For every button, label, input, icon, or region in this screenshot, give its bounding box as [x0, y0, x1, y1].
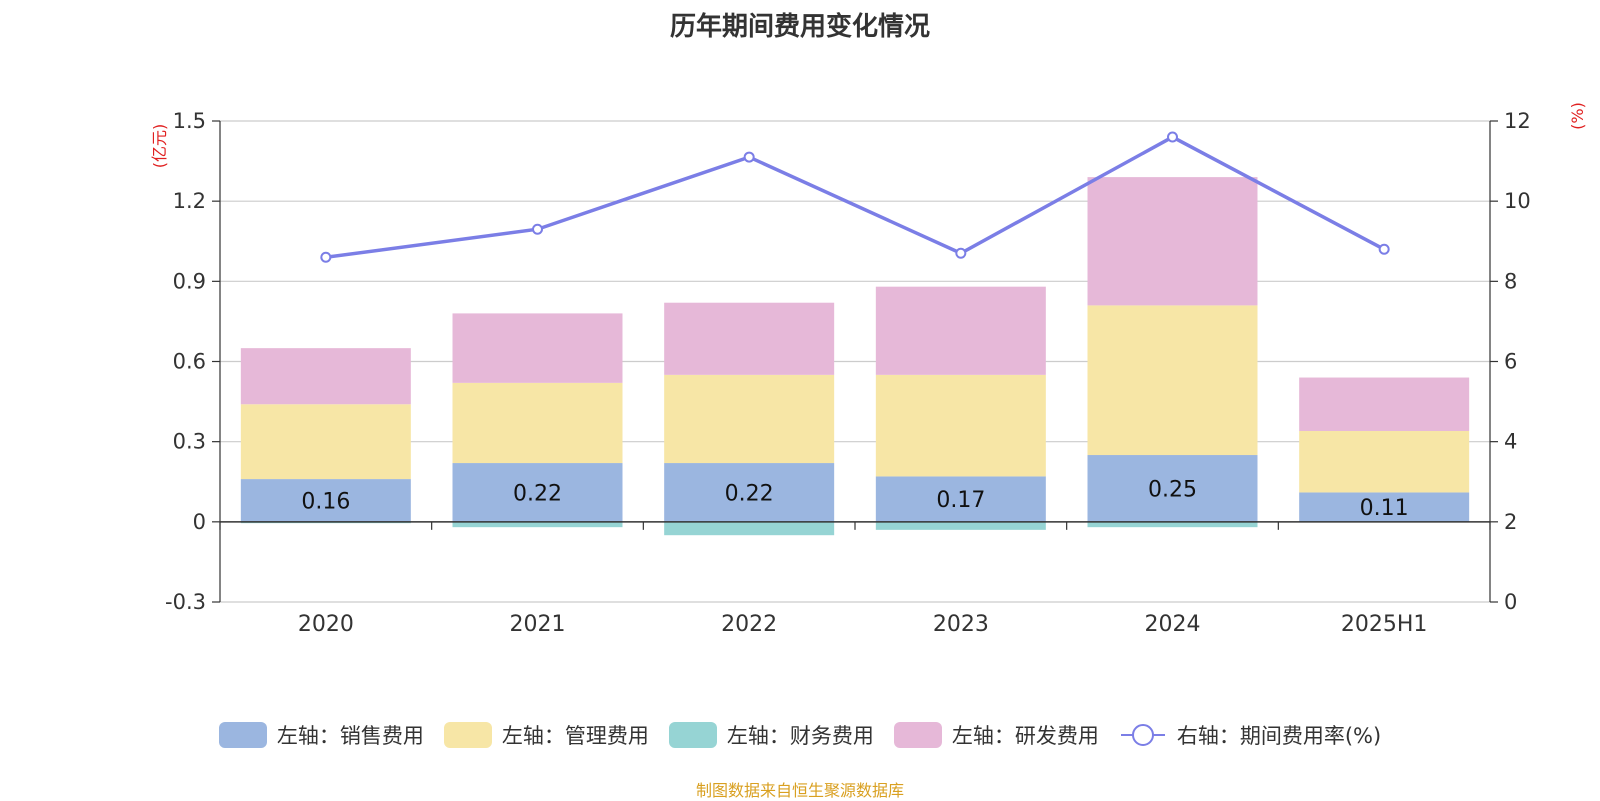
legend-swatch — [443, 722, 492, 748]
bar-segment — [664, 521, 835, 536]
right-axis-unit-label: (%) — [1568, 102, 1587, 130]
bar-segment — [875, 286, 1046, 375]
legend-line-circle-icon — [1120, 724, 1165, 746]
rate-point — [955, 247, 967, 259]
left-axis-tick-label: 1.5 — [173, 109, 206, 133]
x-axis-tick-label: 2020 — [298, 612, 354, 637]
legend-item[interactable]: 左轴：研发费用 — [893, 720, 1099, 750]
rate-point — [743, 151, 755, 163]
rate-line — [325, 135, 1385, 260]
bar-segment — [240, 404, 411, 480]
data-label: 0.17 — [936, 488, 985, 513]
x-axis-tick-label: 2024 — [1145, 612, 1201, 637]
left-axis-tick-label: 0.6 — [173, 350, 206, 374]
bar-segment — [452, 313, 623, 383]
bar-segment — [1299, 492, 1470, 522]
left-axis-tick-label: 0 — [193, 510, 206, 534]
bar-segment — [1087, 455, 1258, 522]
rate-point — [532, 223, 543, 235]
left-axis-tick-label: 0.3 — [173, 430, 206, 454]
bar-segment — [1087, 305, 1258, 456]
source-note: 制图数据来自恒生聚源数据库 — [695, 781, 904, 800]
rate-point — [1167, 131, 1178, 143]
bar-segment — [240, 348, 411, 405]
bar-segment — [664, 374, 835, 464]
left-axis-tick-label: 0.9 — [173, 269, 206, 293]
right-axis-tick-label: 2 — [1504, 510, 1517, 534]
bar-segment — [875, 374, 1046, 477]
data-label: 0.22 — [513, 481, 562, 506]
data-label: 0.22 — [725, 481, 774, 506]
legend: 左轴：销售费用 左轴：管理费用 左轴：财务费用 左轴：研发费用 右轴：期间费用率(%) — [0, 720, 1600, 750]
x-axis-tick-label: 2021 — [510, 612, 566, 637]
legend-label: 左轴：财务费用 — [726, 724, 874, 748]
rate-point — [1378, 243, 1390, 255]
bar-segment — [1299, 377, 1470, 431]
bar-segment — [664, 463, 835, 522]
bar-segment — [1087, 177, 1258, 306]
legend-label: 左轴：研发费用 — [951, 724, 1099, 748]
x-axis-tick-label: 2025H1 — [1341, 612, 1428, 637]
x-axis-tick-label: 2022 — [721, 612, 777, 637]
x-axis-tick-label: 2023 — [933, 612, 989, 637]
legend-label: 右轴：期间费用率(%) — [1176, 724, 1382, 748]
legend-swatch — [668, 722, 717, 748]
right-axis-tick-label: 12 — [1504, 109, 1531, 133]
legend-swatch — [218, 722, 267, 748]
chart-title: 历年期间费用变化情况 — [669, 12, 930, 42]
right-axis-tick-label: 8 — [1504, 269, 1517, 293]
bar-segment — [875, 476, 1046, 522]
legend-swatch — [893, 722, 942, 748]
bar-segment — [1087, 521, 1258, 528]
bar-segment — [240, 479, 411, 522]
left-axis-unit-label: (亿元) — [150, 124, 169, 169]
bar-segment — [452, 521, 623, 528]
data-label: 0.11 — [1360, 496, 1409, 521]
data-label: 0.16 — [301, 489, 350, 514]
legend-label: 左轴：销售费用 — [276, 724, 424, 748]
legend-item[interactable]: 左轴：财务费用 — [668, 720, 874, 750]
left-axis-tick-label: -0.3 — [165, 590, 206, 614]
right-axis-tick-label: 0 — [1504, 590, 1517, 614]
bar-segment — [1299, 430, 1470, 493]
right-axis-tick-label: 6 — [1504, 350, 1517, 374]
data-label: 0.25 — [1148, 477, 1197, 502]
legend-item[interactable]: 左轴：管理费用 — [443, 720, 649, 750]
bar-segment — [452, 382, 623, 464]
legend-item[interactable]: 左轴：销售费用 — [218, 720, 424, 750]
right-axis-tick-label: 10 — [1504, 189, 1531, 213]
rate-point — [320, 251, 332, 263]
left-axis-tick-label: 1.2 — [173, 189, 206, 213]
right-axis-tick-label: 4 — [1504, 430, 1517, 454]
bar-segment — [664, 302, 835, 375]
bar-segment — [875, 521, 1046, 530]
legend-item[interactable]: 右轴：期间费用率(%) — [1119, 720, 1381, 750]
bar-segment — [452, 463, 623, 522]
legend-label: 左轴：管理费用 — [501, 724, 649, 748]
